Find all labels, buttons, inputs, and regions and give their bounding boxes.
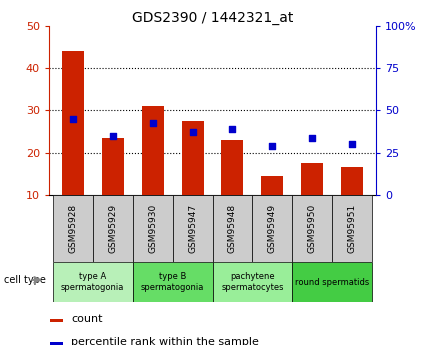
Bar: [142, 106, 164, 195]
Title: GDS2390 / 1442321_at: GDS2390 / 1442321_at: [132, 11, 293, 25]
Bar: [102, 138, 124, 195]
Bar: [53, 195, 93, 262]
Bar: [53, 262, 133, 302]
Bar: [221, 140, 244, 195]
Point: [309, 135, 316, 141]
Text: GSM95951: GSM95951: [348, 204, 357, 253]
Bar: [51, 342, 62, 345]
Bar: [301, 163, 323, 195]
Point: [109, 133, 116, 138]
Bar: [173, 195, 212, 262]
Text: GSM95947: GSM95947: [188, 204, 197, 253]
Text: round spermatids: round spermatids: [295, 277, 369, 287]
Text: percentile rank within the sample: percentile rank within the sample: [71, 337, 259, 345]
Bar: [332, 195, 372, 262]
Bar: [341, 167, 363, 195]
Text: GSM95929: GSM95929: [108, 204, 117, 253]
Bar: [292, 262, 372, 302]
Point: [269, 144, 276, 149]
Bar: [212, 262, 292, 302]
Bar: [133, 262, 212, 302]
Point: [229, 127, 236, 132]
Bar: [252, 195, 292, 262]
Text: type A
spermatogonia: type A spermatogonia: [61, 272, 125, 292]
Point: [149, 120, 156, 126]
Text: GSM95928: GSM95928: [68, 204, 77, 253]
Point: [189, 129, 196, 134]
Text: GSM95930: GSM95930: [148, 204, 157, 253]
Text: count: count: [71, 314, 102, 324]
Bar: [292, 195, 332, 262]
Text: GSM95948: GSM95948: [228, 204, 237, 253]
Text: pachytene
spermatocytes: pachytene spermatocytes: [221, 272, 283, 292]
Bar: [261, 176, 283, 195]
Bar: [181, 121, 204, 195]
Text: GSM95950: GSM95950: [308, 204, 317, 253]
Text: type B
spermatogonia: type B spermatogonia: [141, 272, 204, 292]
Point: [69, 116, 76, 122]
Text: cell type: cell type: [4, 275, 46, 285]
Bar: [212, 195, 252, 262]
Point: [349, 141, 356, 147]
Bar: [93, 195, 133, 262]
Text: GSM95949: GSM95949: [268, 204, 277, 253]
Bar: [51, 319, 62, 322]
Bar: [133, 195, 173, 262]
Bar: [62, 51, 84, 195]
